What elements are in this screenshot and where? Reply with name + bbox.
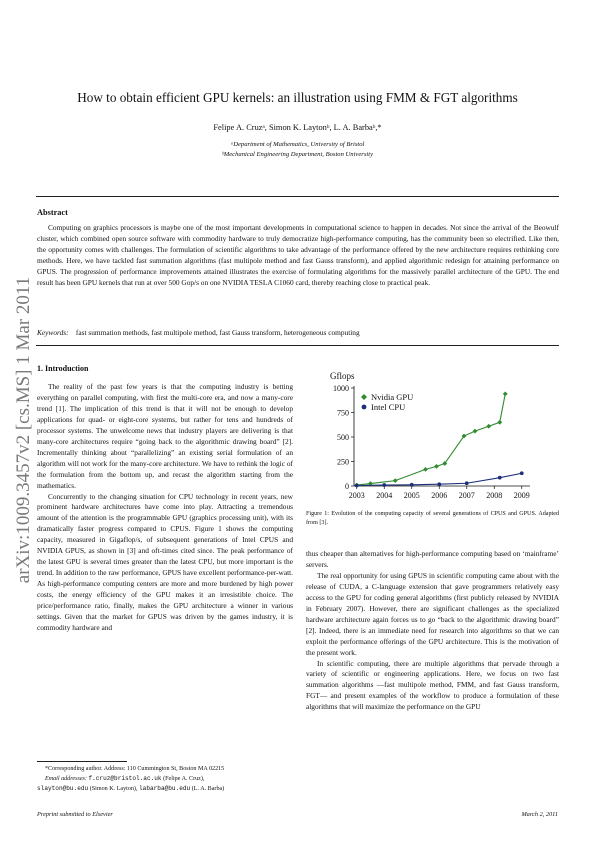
- abstract-heading: Abstract: [37, 208, 68, 217]
- affiliation-a: ᵃDepartment of Mathematics, University o…: [230, 141, 365, 148]
- email-owner: (Simon K. Layton),: [89, 786, 138, 793]
- paper-title: How to obtain efficient GPU kernels: an …: [77, 90, 518, 105]
- left-column: The reality of the past few years is tha…: [37, 382, 293, 634]
- data-point-1: [437, 482, 442, 487]
- paragraph: In scientific computing, there are multi…: [306, 658, 559, 712]
- data-point-1: [409, 482, 414, 487]
- paragraph: thus cheaper than alternatives for high-…: [306, 549, 559, 569]
- footer-preprint: Preprint submitted to Elsevier: [37, 811, 113, 818]
- performance-chart: Gflops 0 250 500 750 1000 2003 2004 2005 2006 2007…: [330, 371, 530, 500]
- data-point-0: [442, 461, 448, 466]
- email-line-1: Email addresses: f.cruz@bristol.ac.uk (F…: [37, 774, 293, 784]
- footnote: *Corresponding author. Address: 110 Cumm…: [37, 765, 293, 795]
- x-tick-label: 2008: [486, 491, 502, 500]
- abstract-bottom-rule: [36, 345, 559, 346]
- data-point-1: [382, 483, 387, 487]
- keywords-list: fast summation methods, fast multipole m…: [75, 328, 360, 337]
- section-heading: 1. Introduction: [37, 364, 89, 373]
- email-address[interactable]: f.cruz@bristol.ac.uk: [88, 775, 162, 783]
- x-tick-label: 2005: [404, 491, 420, 500]
- arxiv-identifier: arXiv:1009.3457v2 [cs.MS] 1 Mar 2011: [13, 276, 34, 584]
- data-point-0: [472, 428, 478, 434]
- x-tick-label: 2004: [376, 491, 392, 500]
- footnote-rule: [37, 761, 127, 762]
- top-rule: [36, 196, 559, 197]
- y-tick-label: 750: [337, 409, 349, 418]
- figure-caption: Figure 1: Evolution of the computing cap…: [306, 511, 559, 526]
- paragraph: The real opportunity for using GPUS in s…: [306, 570, 559, 657]
- corresponding-author: *Corresponding author. Address: 110 Cumm…: [45, 766, 225, 772]
- legend-marker-0: [361, 394, 367, 400]
- data-point-1: [497, 475, 502, 480]
- data-point-1: [354, 483, 359, 488]
- y-axis-label: Gflops: [330, 371, 355, 381]
- x-tick-label: 2009: [514, 491, 530, 500]
- data-point-0: [434, 464, 439, 469]
- abstract-text: Computing on graphics processors is mayb…: [37, 223, 559, 288]
- data-point-1: [464, 481, 469, 486]
- data-point-0: [423, 466, 428, 472]
- keywords-line: Keywords: fast summation methods, fast m…: [37, 328, 559, 337]
- email-owner: (Felipe A. Cruz),: [163, 776, 205, 783]
- paragraph: Concurrently to the changing situation f…: [37, 491, 293, 632]
- legend-marker-1: [361, 404, 367, 410]
- x-tick-label: 2003: [349, 491, 365, 500]
- data-point-0: [461, 433, 467, 439]
- legend-label-1: Intel CPU: [371, 402, 405, 412]
- data-point-0: [392, 478, 398, 484]
- email-address[interactable]: labarba@bu.edu: [139, 785, 191, 793]
- email-owner: (L. A. Barba): [191, 786, 225, 793]
- email-address[interactable]: slayton@bu.edu: [37, 785, 89, 793]
- y-tick-label: 1000: [333, 384, 349, 393]
- email-label: Email addresses:: [45, 776, 87, 783]
- x-tick-label: 2007: [459, 491, 475, 500]
- footer-date: March 2, 2011: [521, 811, 558, 818]
- email-line-2: slayton@bu.edu (Simon K. Layton), labarb…: [37, 784, 293, 794]
- y-tick-label: 250: [337, 458, 349, 467]
- affiliation-b: ᵇMechanical Engineering Department, Bost…: [221, 151, 373, 158]
- y-tick-label: 500: [337, 433, 349, 442]
- keywords-label: Keywords:: [37, 328, 69, 337]
- data-point-0: [497, 419, 503, 425]
- data-point-1: [519, 471, 524, 476]
- y-tick-label: 0: [345, 482, 349, 491]
- data-point-0: [502, 391, 508, 397]
- author-list: Felipe A. Cruzᵃ, Simon K. Laytonᵇ, L. A.…: [213, 123, 382, 132]
- data-point-0: [486, 423, 492, 429]
- x-tick-label: 2006: [431, 491, 447, 500]
- right-column: thus cheaper than alternatives for high-…: [306, 549, 559, 713]
- paragraph: The reality of the past few years is tha…: [37, 382, 293, 490]
- legend-label-0: Nvidia GPU: [371, 392, 413, 402]
